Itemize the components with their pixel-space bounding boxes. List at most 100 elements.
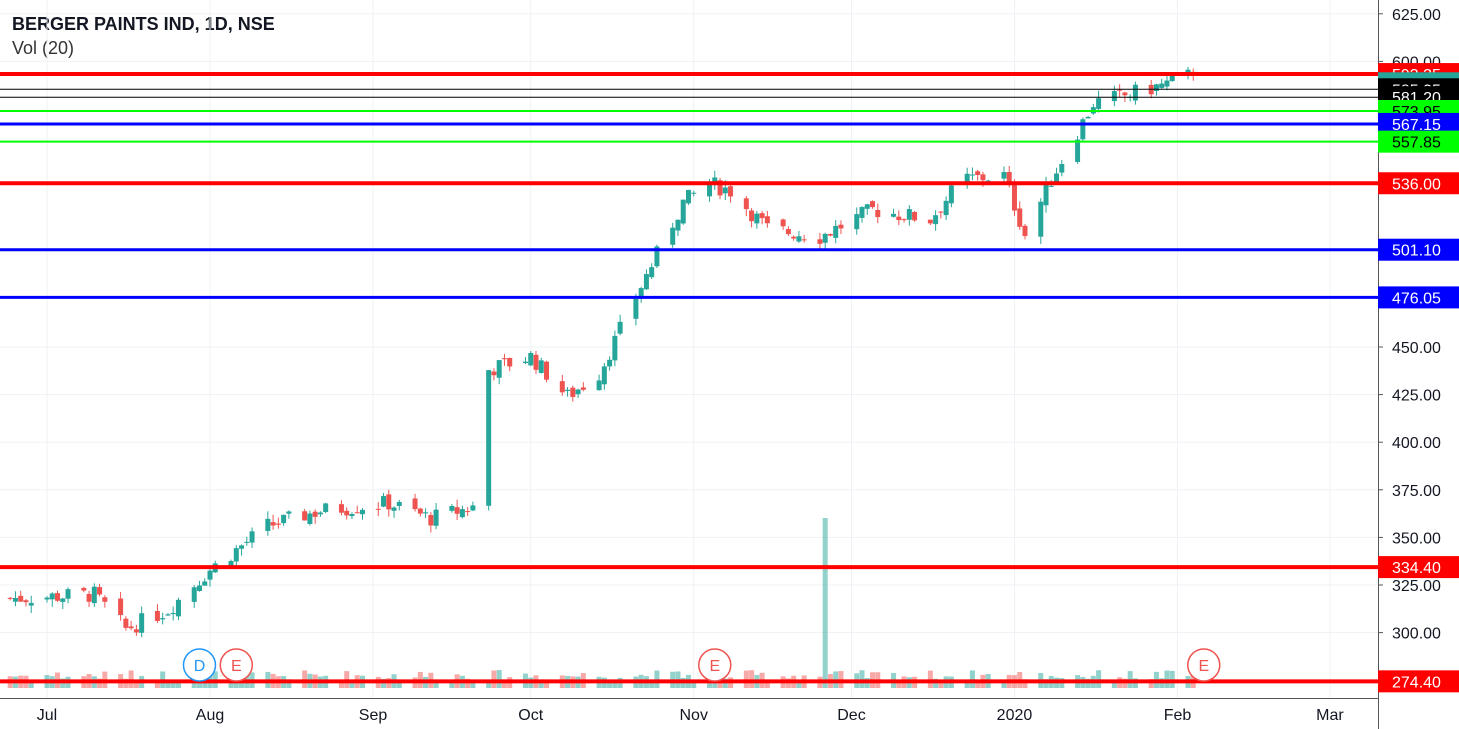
candle-body <box>649 267 655 278</box>
volume-bar <box>749 670 755 688</box>
time-tick-label[interactable]: Nov <box>680 707 708 724</box>
time-tick-label[interactable]: Oct <box>518 707 543 724</box>
candle-body <box>854 214 860 230</box>
candle-body <box>396 501 402 506</box>
price-level-label-bg <box>1378 556 1459 579</box>
candle-body <box>1169 75 1175 82</box>
volume-bar <box>175 680 181 688</box>
time-tick-label[interactable]: Feb <box>1164 707 1192 724</box>
candle-body <box>948 185 954 204</box>
candle-body <box>1001 172 1007 179</box>
candle-body <box>1111 91 1117 102</box>
candle-body <box>323 503 329 513</box>
volume-bar <box>743 670 749 688</box>
event-marker[interactable]: E <box>1187 648 1221 682</box>
candle-body <box>1017 208 1023 227</box>
candle-body <box>533 354 539 370</box>
volume-bar <box>123 678 129 688</box>
time-tick-label[interactable]: 2020 <box>997 707 1033 724</box>
price-level-label[interactable]: 334.40 <box>1378 556 1459 579</box>
candle-body <box>465 511 471 513</box>
candle-body <box>933 215 939 225</box>
volume-bar <box>228 680 234 688</box>
candle-body <box>375 508 381 510</box>
time-tick-label[interactable]: Dec <box>837 707 865 724</box>
price-level-label[interactable]: 557.85 <box>1378 130 1459 153</box>
candle-body <box>1159 83 1165 88</box>
volume-bar <box>349 680 355 688</box>
candle-body <box>707 183 713 197</box>
event-circle[interactable] <box>219 648 254 682</box>
candle-body <box>281 514 287 524</box>
candle-body <box>91 586 97 604</box>
candle-body <box>780 219 786 227</box>
candle-body <box>654 246 660 267</box>
event-marker[interactable]: D <box>182 648 217 682</box>
volume-bar <box>1111 680 1117 688</box>
volume-bar <box>1122 678 1128 688</box>
candle-body <box>927 219 933 224</box>
candle-body <box>275 523 281 525</box>
candle-body <box>165 614 171 616</box>
candle-body <box>943 200 949 216</box>
candle-body <box>1048 185 1054 187</box>
volume-bar <box>496 670 502 688</box>
chart-legend: BERGER PAINTS IND, 1D, NSE Vol (20) <box>12 12 275 60</box>
candle-body <box>386 494 392 510</box>
candle-body <box>980 174 986 181</box>
candle-body <box>44 597 50 600</box>
price-level-label[interactable]: 476.05 <box>1378 286 1459 309</box>
candle-body <box>244 541 250 543</box>
candle-body <box>801 239 807 241</box>
price-level-label[interactable]: 536.00 <box>1378 172 1459 195</box>
event-letter: E <box>709 658 720 675</box>
candle-body <box>1022 225 1028 236</box>
candle-body <box>638 288 644 297</box>
candle-body <box>349 514 355 517</box>
candle-body <box>1117 89 1123 91</box>
candle-body <box>454 507 460 514</box>
volume-bar <box>1022 679 1028 688</box>
candle-body <box>265 518 271 531</box>
candle-body <box>338 504 344 513</box>
volume-bar <box>796 680 802 688</box>
time-tick-label[interactable]: Aug <box>196 707 224 724</box>
price-level-label[interactable]: 501.10 <box>1378 238 1459 261</box>
event-circle[interactable] <box>182 648 217 682</box>
candle-body <box>307 513 313 524</box>
candle-body <box>596 380 602 391</box>
candle-body <box>202 581 208 586</box>
time-tick-label[interactable]: Mar <box>1316 707 1344 724</box>
candle-body <box>1043 183 1049 206</box>
candle-body <box>633 298 639 319</box>
time-tick-label[interactable]: Jul <box>37 707 57 724</box>
event-circle[interactable] <box>1187 648 1221 682</box>
volume-bar <box>1085 678 1091 688</box>
candle-body <box>501 358 507 360</box>
event-letter: E <box>1198 658 1209 675</box>
candle-body <box>912 211 918 221</box>
candle-body <box>18 595 24 602</box>
grid <box>0 0 1378 698</box>
volume-bar <box>170 679 176 688</box>
candle-body <box>691 192 697 194</box>
volume-bar <box>28 679 34 688</box>
candle-body <box>975 171 981 175</box>
event-marker[interactable]: E <box>219 648 254 682</box>
candle-body <box>486 370 492 506</box>
price-level-label[interactable]: 567.15 <box>1378 112 1459 135</box>
symbol-title: BERGER PAINTS IND, 1D, NSE <box>12 14 275 34</box>
candle-body <box>175 599 181 617</box>
candle-body <box>359 509 365 515</box>
volume-bar <box>338 680 344 688</box>
event-circle[interactable] <box>698 648 732 682</box>
price-level-label[interactable]: 274.40 <box>1378 670 1459 693</box>
candle-body <box>612 335 618 361</box>
candle-body <box>239 545 245 549</box>
volume-bar <box>1096 670 1102 688</box>
event-marker[interactable]: E <box>698 648 732 682</box>
time-tick-label[interactable]: Sep <box>359 707 388 724</box>
